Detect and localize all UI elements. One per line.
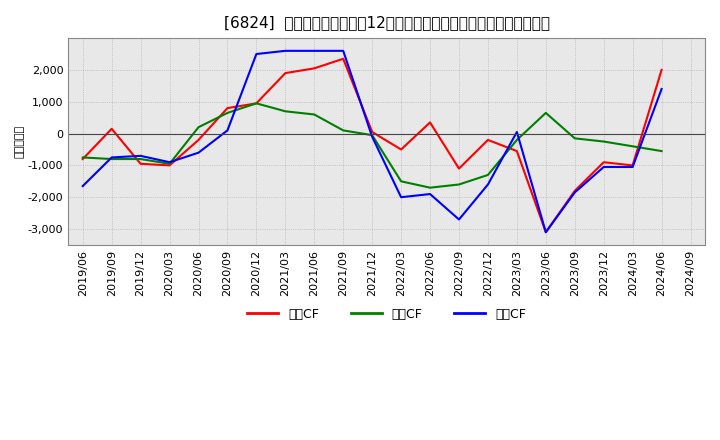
投資CF — [252, 101, 261, 106]
投資CF — [166, 161, 174, 166]
投資CF — [426, 185, 434, 191]
営業CF — [281, 70, 289, 76]
投資CF — [629, 144, 637, 149]
営業CF — [426, 120, 434, 125]
営業CF — [541, 230, 550, 235]
営業CF — [223, 106, 232, 111]
フリCF — [107, 155, 116, 160]
フリCF — [136, 153, 145, 158]
営業CF — [397, 147, 405, 152]
営業CF — [252, 101, 261, 106]
Y-axis label: （百万円）: （百万円） — [15, 125, 25, 158]
フリCF — [281, 48, 289, 54]
営業CF — [599, 160, 608, 165]
フリCF — [629, 165, 637, 170]
営業CF — [484, 137, 492, 143]
フリCF — [513, 129, 521, 135]
投資CF — [223, 110, 232, 116]
フリCF — [78, 183, 87, 189]
投資CF — [339, 128, 348, 133]
投資CF — [78, 155, 87, 160]
投資CF — [310, 112, 318, 117]
投資CF — [368, 132, 377, 138]
営業CF — [310, 66, 318, 71]
投資CF — [513, 137, 521, 143]
フリCF — [541, 230, 550, 235]
営業CF — [194, 137, 203, 143]
営業CF — [629, 163, 637, 168]
投資CF — [599, 139, 608, 144]
投資CF — [194, 125, 203, 130]
Title: [6824]  キャッシュフローの12か月移動合計の対前年同期増減額の推移: [6824] キャッシュフローの12か月移動合計の対前年同期増減額の推移 — [224, 15, 549, 30]
フリCF — [339, 48, 348, 54]
投資CF — [657, 148, 666, 154]
投資CF — [136, 156, 145, 161]
フリCF — [310, 48, 318, 54]
営業CF — [570, 188, 579, 194]
Line: フリCF: フリCF — [83, 51, 662, 232]
フリCF — [252, 51, 261, 57]
フリCF — [426, 191, 434, 197]
フリCF — [599, 165, 608, 170]
フリCF — [194, 150, 203, 155]
フリCF — [570, 190, 579, 195]
営業CF — [78, 156, 87, 161]
フリCF — [397, 194, 405, 200]
営業CF — [454, 166, 463, 171]
営業CF — [339, 56, 348, 62]
フリCF — [166, 160, 174, 165]
投資CF — [397, 179, 405, 184]
投資CF — [570, 136, 579, 141]
営業CF — [166, 163, 174, 168]
営業CF — [513, 148, 521, 154]
フリCF — [657, 86, 666, 92]
フリCF — [484, 182, 492, 187]
投資CF — [484, 172, 492, 178]
投資CF — [107, 156, 116, 161]
投資CF — [541, 110, 550, 116]
営業CF — [136, 161, 145, 166]
投資CF — [281, 109, 289, 114]
営業CF — [107, 126, 116, 132]
フリCF — [368, 134, 377, 139]
Line: 投資CF: 投資CF — [83, 103, 662, 188]
フリCF — [223, 128, 232, 133]
投資CF — [454, 182, 463, 187]
営業CF — [657, 67, 666, 73]
営業CF — [368, 129, 377, 135]
Line: 営業CF: 営業CF — [83, 59, 662, 232]
Legend: 営業CF, 投資CF, フリCF: 営業CF, 投資CF, フリCF — [242, 303, 531, 326]
フリCF — [454, 217, 463, 222]
